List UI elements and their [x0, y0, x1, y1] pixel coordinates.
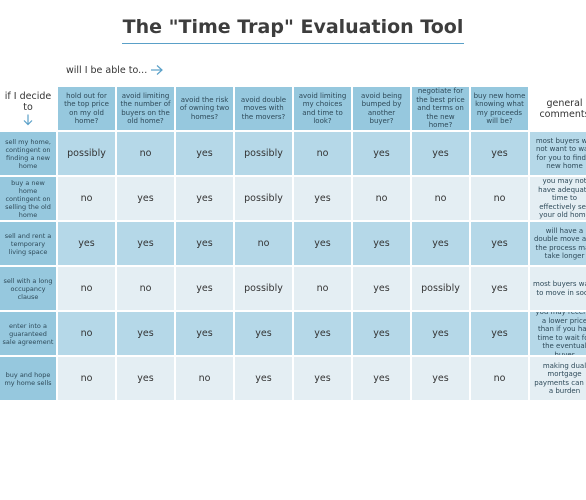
page-title: The "Time Trap" Evaluation Tool	[122, 16, 464, 38]
table-cell: no	[471, 177, 528, 220]
title-underline	[122, 43, 464, 44]
table-cell: yes	[294, 357, 351, 400]
table-cell: yes	[235, 312, 292, 355]
arrow-down-icon	[23, 114, 33, 126]
table-cell: yes	[471, 312, 528, 355]
general-comment: you may not have adequate time to effect…	[530, 177, 586, 220]
table-cell: no	[294, 267, 351, 310]
table-cell: yes	[117, 312, 174, 355]
table-cell: yes	[412, 357, 469, 400]
general-comment: you may receive a lower price than if yo…	[530, 312, 586, 355]
able-to-label: will I be able to...	[66, 65, 148, 76]
row-label: buy and hope my home sells	[0, 357, 56, 400]
arrow-right-icon	[151, 65, 163, 75]
table-cell: yes	[58, 222, 115, 265]
table-cell: no	[471, 357, 528, 400]
comments-header: general comments	[530, 87, 586, 130]
table-cell: yes	[294, 312, 351, 355]
table-cell: yes	[294, 177, 351, 220]
table-cell: yes	[353, 222, 410, 265]
row-label: sell and rent a temporary living space	[0, 222, 56, 265]
table-cell: yes	[412, 222, 469, 265]
table-cell: possibly	[58, 132, 115, 175]
table-cell: no	[117, 267, 174, 310]
table-cell: yes	[117, 222, 174, 265]
table-cell: yes	[353, 132, 410, 175]
table-cell: no	[353, 177, 410, 220]
table-cell: yes	[176, 312, 233, 355]
table-cell: no	[412, 177, 469, 220]
table-cell: yes	[176, 222, 233, 265]
column-header: hold out for the top price on my old hom…	[58, 87, 115, 130]
column-header: negotiate for the best price and terms o…	[412, 87, 469, 130]
table-cell: yes	[412, 312, 469, 355]
corner-header: if I decide to	[0, 87, 56, 130]
table-cell: yes	[117, 357, 174, 400]
table-cell: no	[58, 267, 115, 310]
table-cell: yes	[176, 177, 233, 220]
general-comment: will have a double move and the process …	[530, 222, 586, 265]
column-header: avoid being bumped by another buyer?	[353, 87, 410, 130]
table-cell: yes	[294, 222, 351, 265]
general-comment: making dual mortgage payments can be a b…	[530, 357, 586, 400]
general-comment: most buyers want to move in soon	[530, 267, 586, 310]
column-header: avoid the risk of owning two homes?	[176, 87, 233, 130]
general-comment: most buyers will not want to wait for yo…	[530, 132, 586, 175]
table-cell: no	[294, 132, 351, 175]
row-label: sell with a long occupancy clause	[0, 267, 56, 310]
column-header: avoid limiting my choices and time to lo…	[294, 87, 351, 130]
table-cell: yes	[412, 132, 469, 175]
table-cell: no	[58, 357, 115, 400]
table-cell: yes	[353, 357, 410, 400]
column-header: avoid limiting the number of buyers on t…	[117, 87, 174, 130]
table-cell: yes	[471, 132, 528, 175]
table-cell: no	[117, 132, 174, 175]
table-cell: no	[235, 222, 292, 265]
column-header: avoid double moves with the movers?	[235, 87, 292, 130]
table-cell: no	[58, 312, 115, 355]
row-label: sell my home, contingent on finding a ne…	[0, 132, 56, 175]
table-cell: possibly	[235, 267, 292, 310]
table-cell: possibly	[235, 177, 292, 220]
table-cell: possibly	[235, 132, 292, 175]
column-header: buy new home knowing what my proceeds wi…	[471, 87, 528, 130]
table-cell: yes	[471, 267, 528, 310]
table-cell: yes	[117, 177, 174, 220]
table-cell: possibly	[412, 267, 469, 310]
table-cell: yes	[353, 267, 410, 310]
row-label: buy a new home contingent on selling the…	[0, 177, 56, 220]
table-cell: yes	[176, 132, 233, 175]
evaluation-table: if I decide to hold out for the top pric…	[0, 87, 586, 400]
table-cell: yes	[235, 357, 292, 400]
table-cell: yes	[353, 312, 410, 355]
table-cell: no	[176, 357, 233, 400]
table-cell: no	[58, 177, 115, 220]
row-label: enter into a guaranteed sale agreement	[0, 312, 56, 355]
table-cell: yes	[176, 267, 233, 310]
corner-label: if I decide to	[4, 91, 52, 113]
table-cell: yes	[471, 222, 528, 265]
